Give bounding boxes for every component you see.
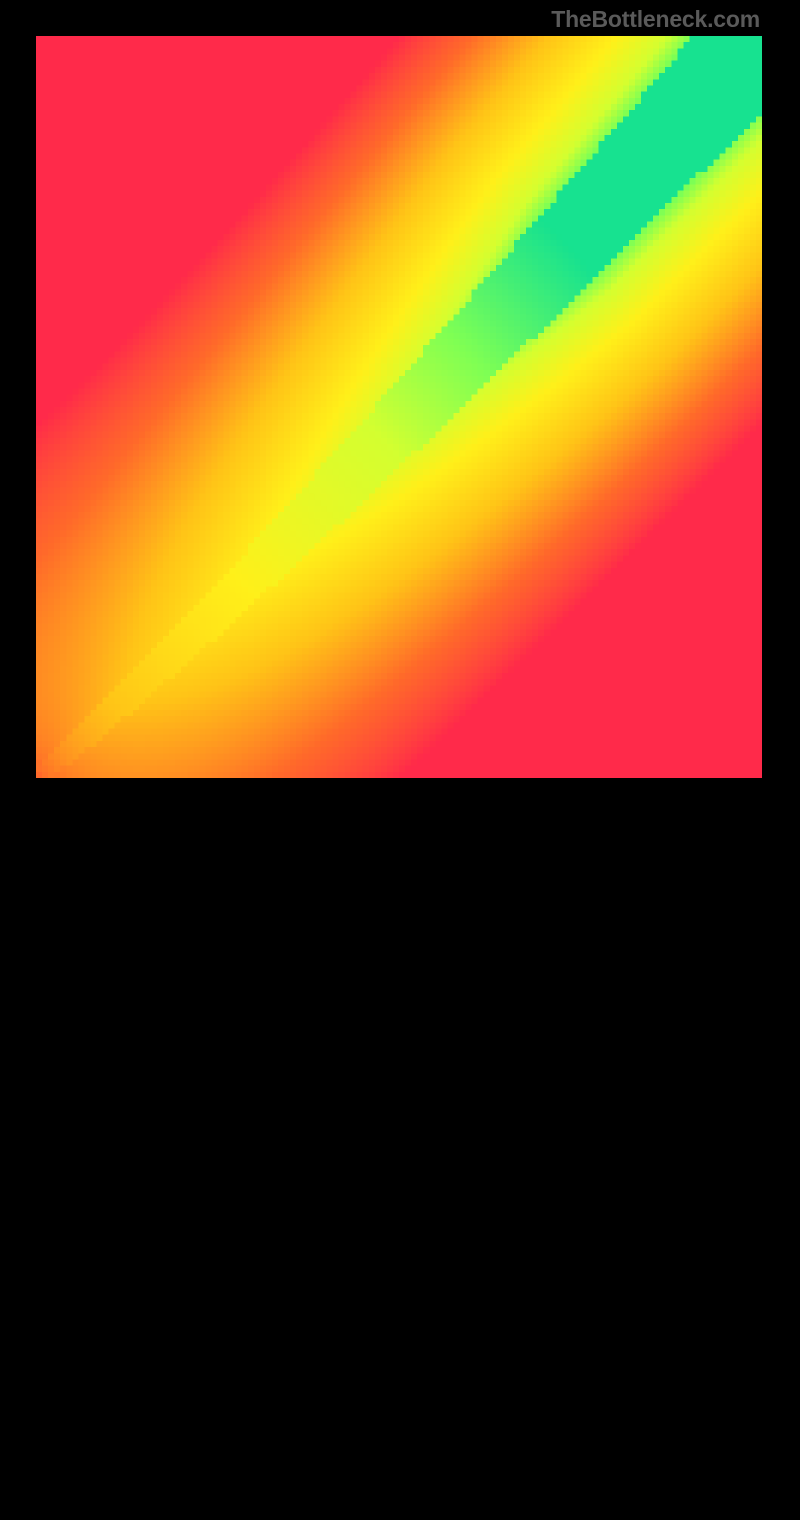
watermark-text: TheBottleneck.com: [551, 6, 760, 33]
crosshair-horizontal: [36, 1284, 762, 1285]
crosshair-vertical: [279, 778, 280, 1520]
crosshair-dot: [275, 1280, 284, 1289]
plot-area: [36, 36, 762, 778]
heatmap-canvas: [36, 36, 762, 778]
outer-frame: TheBottleneck.com: [0, 0, 800, 800]
